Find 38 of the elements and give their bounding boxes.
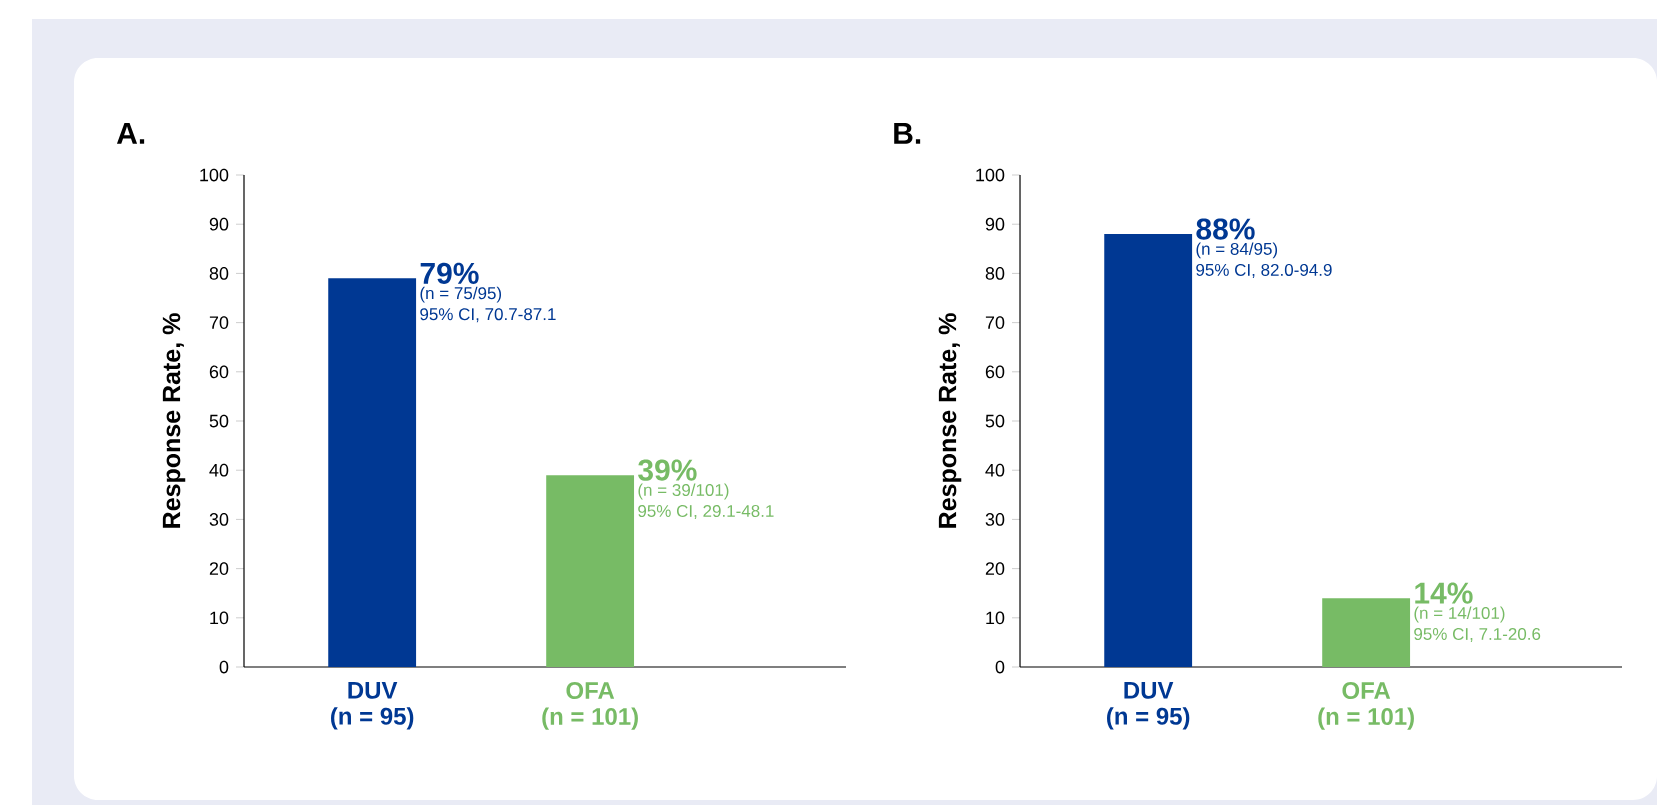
annotation: 14% xyxy=(1415,582,1473,604)
y-tick-label: 90 xyxy=(985,217,1005,231)
annotation: 88% xyxy=(1196,218,1255,240)
x-tick-label: OFA (n = 101) xyxy=(1318,682,1414,730)
y-tick-label: 40 xyxy=(985,463,1005,477)
y-tick-label: 60 xyxy=(209,365,229,379)
annotation: (n = 75/95) 95% CI, 70.7-87.1 xyxy=(420,286,556,323)
y-tick-label: 20 xyxy=(209,562,229,575)
y-tick-label: 0 xyxy=(995,660,1005,674)
y-tick-label: 60 xyxy=(985,365,1005,379)
y-tick-label: 20 xyxy=(985,562,1005,575)
annotation: (n = 14/101) 95% CI, 7.1-20.6 xyxy=(1414,606,1541,643)
chart-title: A. xyxy=(116,123,145,144)
y-axis-title: Response Rate, % xyxy=(162,313,186,528)
y-tick-label: 50 xyxy=(985,414,1005,428)
y-tick-label: 30 xyxy=(985,513,1005,526)
y-tick-label: 80 xyxy=(209,267,229,280)
y-tick-label: 0 xyxy=(219,660,229,674)
y-axis-title: Response Rate, % xyxy=(938,313,962,528)
x-tick-label: DUV (n = 95) xyxy=(331,682,414,730)
y-tick-label: 80 xyxy=(985,267,1005,280)
y-tick-label: 40 xyxy=(209,463,229,477)
y-tick-label: 30 xyxy=(209,513,229,526)
annotation: 79% xyxy=(420,262,479,284)
y-tick-label: 10 xyxy=(210,611,229,625)
y-tick-label: 100 xyxy=(976,168,1005,182)
y-tick-label: 90 xyxy=(209,217,229,231)
y-tick-label: 50 xyxy=(209,414,229,428)
x-tick-label: DUV (n = 95) xyxy=(1107,682,1190,730)
y-tick-label: 10 xyxy=(986,611,1005,625)
chart-title: B. xyxy=(894,123,921,144)
y-tick-label: 70 xyxy=(209,316,229,329)
y-tick-label: 100 xyxy=(200,168,229,182)
annotation: (n = 39/101) 95% CI, 29.1-48.1 xyxy=(638,483,774,520)
annotation: 39% xyxy=(638,459,697,481)
annotation: (n = 84/95) 95% CI, 82.0-94.9 xyxy=(1196,242,1332,278)
x-tick-label: OFA (n = 101) xyxy=(542,682,638,730)
y-tick-label: 70 xyxy=(985,316,1005,329)
